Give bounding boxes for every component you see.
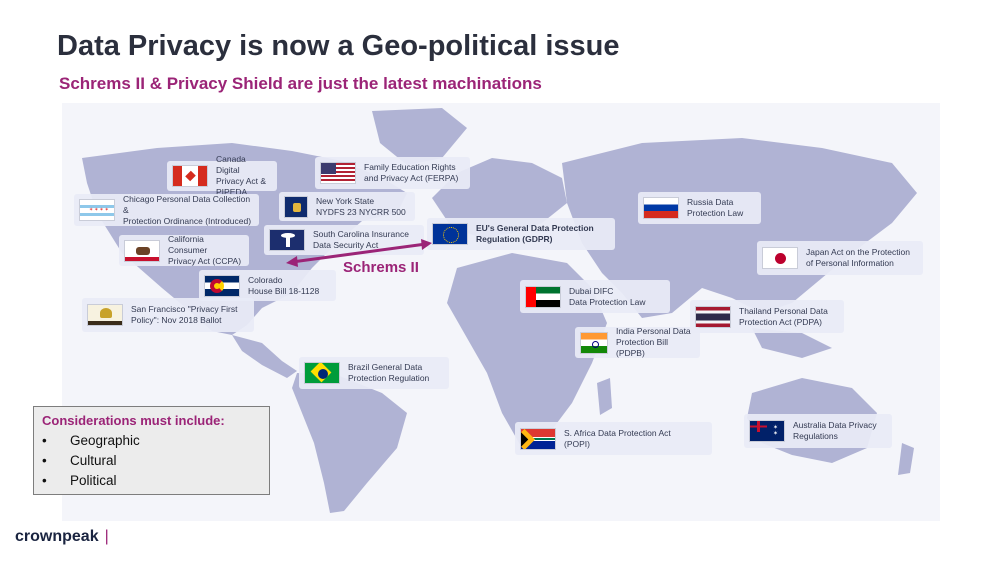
schrems-label: Schrems II — [343, 259, 419, 276]
law-gdpr: EU's General Data Protection Regulation (… — [427, 218, 615, 250]
eu-flag — [432, 223, 468, 245]
new-york-flag — [284, 195, 308, 218]
india-flag — [580, 331, 608, 354]
page-subtitle: Schrems II & Privacy Shield are just the… — [59, 74, 542, 93]
considerations-title: Considerations must include: — [42, 413, 225, 428]
crownpeak-logo: crownpeak | — [15, 528, 109, 545]
law-dubai: Dubai DIFC Data Protection Law — [520, 280, 670, 313]
page-title: Data Privacy is now a Geo-political issu… — [57, 30, 620, 62]
thailand-flag — [695, 305, 731, 328]
colorado-flag — [204, 274, 240, 297]
law-southafrica: S. Africa Data Protection Act (POPI) — [515, 422, 712, 455]
considerations-box: Considerations must include: • Geographic… — [33, 406, 270, 495]
uae-flag — [525, 285, 561, 308]
law-thailand: Thailand Personal Data Protection Act (PD… — [690, 300, 844, 333]
law-russia: Russia Data Protection Law — [638, 192, 761, 224]
russia-flag — [643, 197, 679, 219]
considerations-item: • Political — [42, 473, 117, 488]
south-carolina-flag — [269, 229, 305, 251]
california-flag — [124, 239, 160, 262]
law-chicago: ✶✶✶✶ Chicago Personal Data Collection & P… — [74, 194, 259, 226]
law-brazil: Brazil General Data Protection Regulation — [299, 357, 449, 389]
usa-flag — [320, 162, 356, 184]
law-california: California Consumer Privacy Act (CCPA) — [119, 234, 249, 266]
law-sanfrancisco: San Francisco "Privacy First Policy": Nov… — [82, 298, 254, 332]
australia-flag: ✶ ✶ — [749, 420, 785, 442]
law-japan: Japan Act on the Protection of Personal I… — [757, 241, 923, 275]
law-southcarolina: South Carolina Insurance Data Security Ac… — [264, 225, 424, 255]
law-colorado: Colorado House Bill 18-1128 — [199, 270, 336, 301]
brazil-flag — [304, 362, 340, 384]
law-india: India Personal Data Protection Bill (PDPB… — [575, 326, 700, 358]
san-francisco-flag — [87, 304, 123, 326]
considerations-item: • Cultural — [42, 453, 117, 468]
considerations-item: • Geographic — [42, 433, 140, 448]
south-africa-flag — [520, 427, 556, 450]
law-canada: Canada Digital Privacy Act & PIPEDA — [167, 154, 277, 197]
chicago-flag: ✶✶✶✶ — [79, 199, 115, 221]
law-australia: ✶ ✶ Australia Data Privacy Regulations — [744, 414, 892, 448]
canada-flag — [172, 165, 208, 187]
japan-flag — [762, 247, 798, 269]
law-ferpa: Family Education Rights and Privacy Act (… — [315, 157, 470, 189]
law-newyork: New York State NYDFS 23 NYCRR 500 — [279, 192, 415, 221]
